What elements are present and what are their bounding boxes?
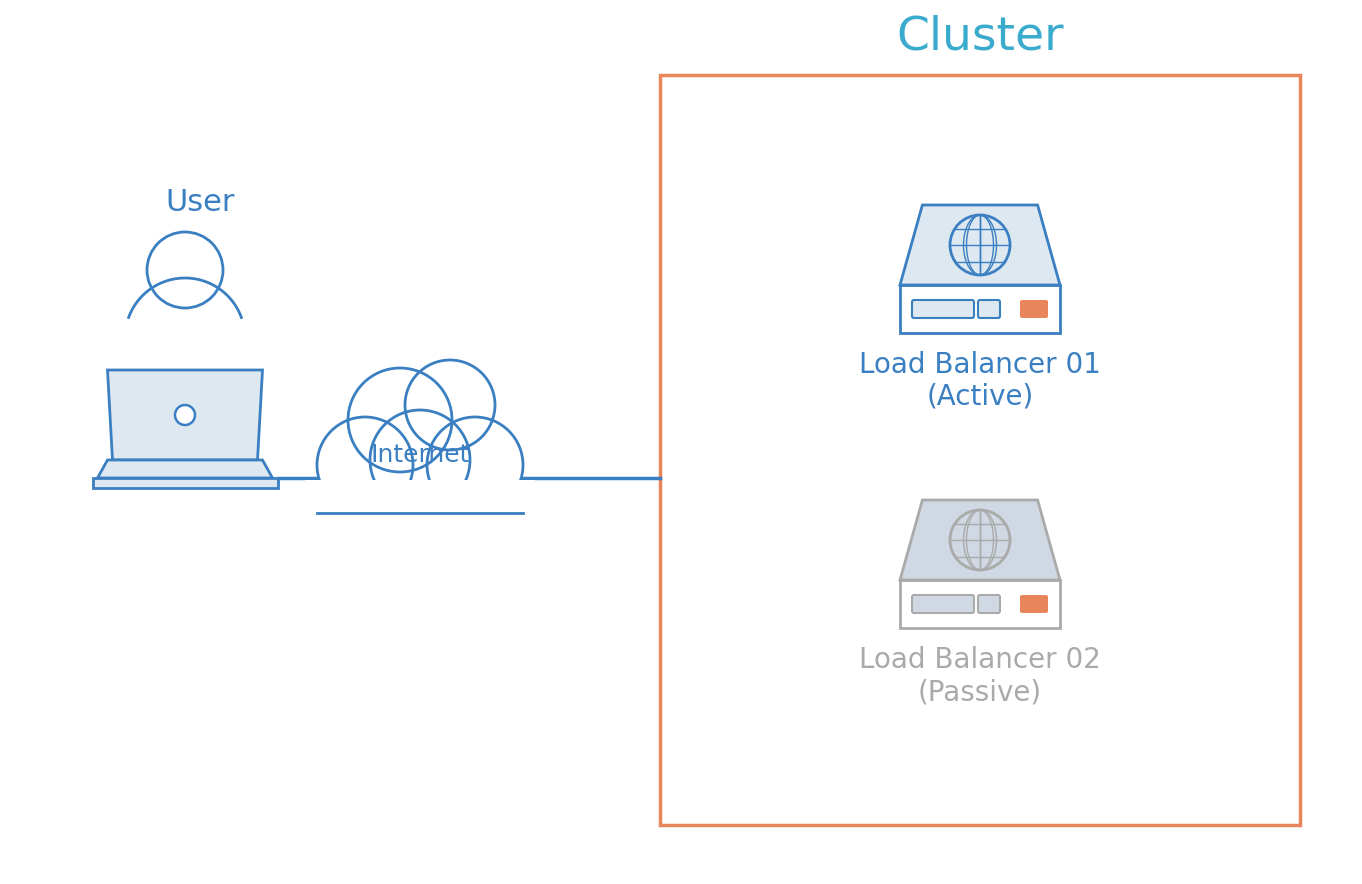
Text: Load Balancer 01: Load Balancer 01 [859,351,1100,379]
Circle shape [405,360,494,450]
Text: (Active): (Active) [926,383,1034,411]
Text: Internet: Internet [370,443,470,467]
FancyBboxPatch shape [900,580,1060,628]
FancyBboxPatch shape [913,300,974,318]
FancyBboxPatch shape [1020,300,1047,318]
Text: (Passive): (Passive) [918,678,1042,706]
FancyBboxPatch shape [913,595,974,613]
Text: Cluster: Cluster [896,15,1064,60]
Polygon shape [98,460,272,478]
Text: User: User [165,188,234,217]
FancyBboxPatch shape [900,285,1060,333]
Text: Load Balancer 02: Load Balancer 02 [859,646,1100,674]
FancyBboxPatch shape [978,300,1000,318]
Polygon shape [900,205,1060,285]
Polygon shape [93,478,278,488]
Circle shape [317,417,413,513]
Circle shape [428,417,523,513]
FancyBboxPatch shape [305,480,535,540]
FancyBboxPatch shape [1020,595,1047,613]
Circle shape [370,410,470,510]
Polygon shape [108,370,263,460]
FancyBboxPatch shape [978,595,1000,613]
Circle shape [174,405,195,425]
Polygon shape [900,500,1060,580]
Circle shape [349,368,452,472]
